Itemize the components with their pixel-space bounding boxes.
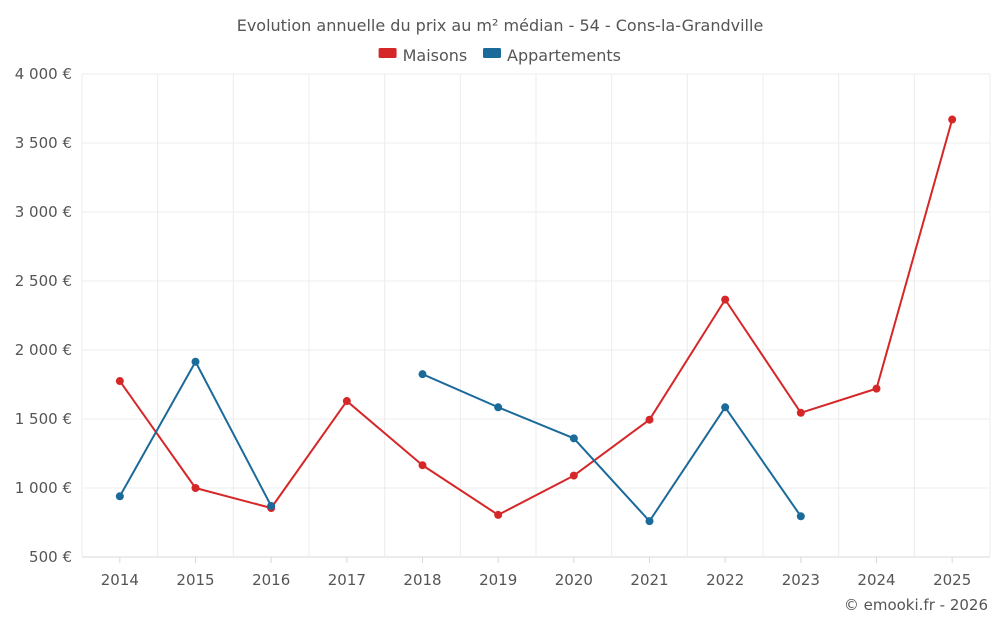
y-tick-label: 2 500 € [15,272,72,290]
series-line-appartements [422,373,802,523]
x-tick-label: 2024 [857,571,895,589]
data-point-appartements[interactable] [796,512,805,521]
y-tick-label: 3 000 € [15,203,72,221]
x-tick-label: 2020 [555,571,593,589]
data-point-maisons[interactable] [569,471,578,480]
x-tick-label: 2014 [101,571,139,589]
legend: Maisons Appartements [378,46,621,65]
y-tick-label: 1 500 € [15,410,72,428]
x-tick-label: 2022 [706,571,744,589]
data-point-maisons[interactable] [115,377,124,386]
legend-item-appartements[interactable]: Appartements [483,46,621,65]
x-tick-label: 2023 [782,571,820,589]
y-tick-label: 3 500 € [15,134,72,152]
y-tick-label: 1 000 € [15,479,72,497]
data-point-maisons[interactable] [418,461,427,470]
series-layer [115,115,957,526]
x-tick-label: 2016 [252,571,290,589]
series-line-maisons [119,119,954,516]
y-tick-label: 4 000 € [15,65,72,83]
data-point-appartements[interactable] [418,370,427,379]
x-tick-label: 2018 [403,571,441,589]
data-point-maisons[interactable] [796,408,805,417]
y-tick-label: 500 € [29,548,72,566]
data-point-appartements[interactable] [721,403,730,412]
data-point-maisons[interactable] [191,484,200,492]
legend-swatch-maisons [378,48,397,58]
data-point-maisons[interactable] [494,510,503,519]
y-tick-label: 2 000 € [15,341,72,359]
x-tick-label: 2017 [328,571,366,589]
data-point-maisons[interactable] [948,115,957,124]
data-point-appartements[interactable] [191,357,200,366]
y-axis: 500 € 1 000 € 1 500 € 2 000 € 2 500 € 3 000 €… [15,65,72,566]
grid [81,73,991,558]
x-tick-label: 2021 [630,571,668,589]
legend-item-maisons[interactable]: Maisons [378,46,468,65]
legend-swatch-appartements [483,48,501,58]
credit-text: © emooki.fr - 2026 [844,596,988,614]
x-tick-label: 2025 [933,571,971,589]
data-point-appartements[interactable] [267,501,276,510]
data-point-appartements[interactable] [569,434,578,443]
x-axis: 2014 2015 2016 2017 2018 2019 2020 2021 2022 2023… [101,557,971,589]
data-point-maisons[interactable] [645,415,654,424]
x-tick-label: 2019 [479,571,517,589]
data-point-appartements[interactable] [645,517,654,526]
data-point-appartements[interactable] [115,492,124,501]
data-point-maisons[interactable] [872,384,881,393]
data-point-maisons[interactable] [721,295,730,304]
data-point-appartements[interactable] [494,403,503,412]
chart-title: Evolution annuelle du prix au m² médian … [237,16,764,35]
x-tick-label: 2015 [176,571,214,589]
legend-label-maisons: Maisons [403,46,468,65]
legend-label-appartements: Appartements [507,46,621,65]
data-point-maisons[interactable] [342,397,351,406]
